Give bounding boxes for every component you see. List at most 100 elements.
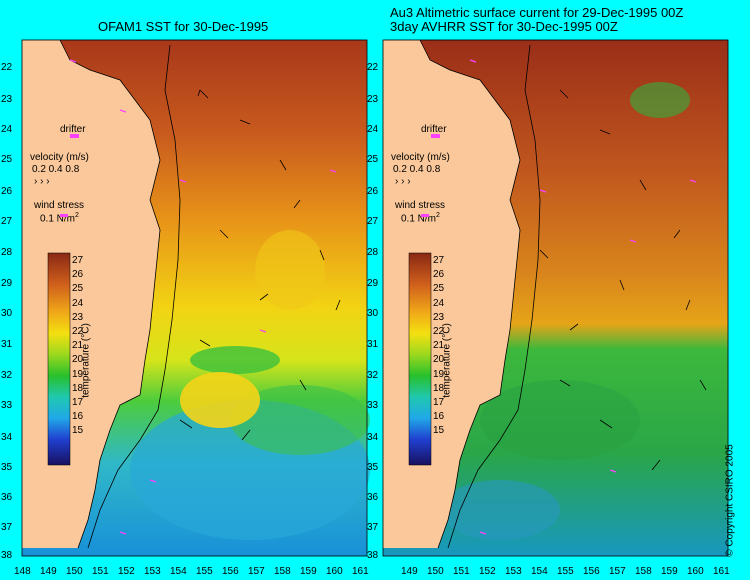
colorbar-tick: 25 (433, 283, 445, 295)
colorbar-tick: 21 (433, 340, 445, 352)
colorbar-tick: 16 (433, 411, 445, 423)
colorbar-tick: 18 (72, 382, 84, 394)
lat-tick: 26 (367, 186, 379, 197)
lon-tick: 161 (713, 566, 730, 577)
lon-tick: 155 (196, 566, 213, 577)
wind-value-sup: 2 (75, 212, 79, 219)
lat-tick: 31 (1, 339, 13, 350)
wind-stress-arrows (69, 59, 697, 535)
lon-tick: 158 (274, 566, 291, 577)
lon-tick: 160 (326, 566, 343, 577)
velocity-label: velocity (m/s) (30, 152, 89, 163)
lon-tick: 152 (479, 566, 496, 577)
lon-tick: 157 (248, 566, 265, 577)
colorbar-tick: 20 (72, 354, 84, 366)
lat-tick: 29 (367, 278, 379, 289)
lat-tick: 29 (1, 278, 13, 289)
wind-value: 0.1 N/m2 (401, 212, 440, 224)
lon-tick: 150 (427, 566, 444, 577)
lat-tick: 33 (1, 400, 13, 411)
lon-tick: 157 (609, 566, 626, 577)
lon-tick: 156 (583, 566, 600, 577)
velocity-arrows-icon: › › › (395, 176, 411, 187)
left-colorbar (47, 252, 71, 466)
lon-tick: 149 (401, 566, 418, 577)
lat-tick: 35 (367, 462, 379, 473)
wind-value: 0.1 N/m2 (40, 212, 79, 224)
lon-tick: 152 (118, 566, 135, 577)
lon-tick: 160 (687, 566, 704, 577)
lat-tick: 37 (367, 522, 379, 533)
right-colorbar (408, 252, 432, 466)
colorbar-ticks: 27 26 25 24 23 22 21 20 19 18 17 16 15 (72, 254, 83, 439)
lat-tick: 28 (367, 247, 379, 258)
lat-tick: 32 (1, 370, 13, 381)
colorbar-tick: 21 (72, 340, 84, 352)
colorbar-tick: 15 (72, 425, 84, 437)
lat-tick: 24 (1, 124, 13, 135)
lon-tick: 148 (14, 566, 31, 577)
colorbar-tick: 23 (433, 311, 445, 323)
colorbar-tick: 24 (433, 297, 445, 309)
lat-tick: 36 (367, 492, 379, 503)
lat-tick: 23 (367, 94, 379, 105)
lon-tick: 159 (661, 566, 678, 577)
velocity-values: 0.2 0.4 0.8 (393, 164, 441, 175)
right-panel-title-line2: 3day AVHRR SST for 30-Dec-1995 00Z (390, 19, 618, 34)
lon-tick: 153 (505, 566, 522, 577)
colorbar-tick: 17 (433, 397, 445, 409)
lat-tick: 25 (1, 154, 13, 165)
lon-tick: 159 (300, 566, 317, 577)
colorbar-tick: 22 (433, 326, 445, 338)
lat-tick: 22 (367, 62, 379, 73)
drifter-label: drifter (421, 124, 447, 135)
lon-tick: 154 (531, 566, 548, 577)
lon-tick: 149 (40, 566, 57, 577)
velocity-values: 0.2 0.4 0.8 (32, 164, 80, 175)
lon-tick: 156 (222, 566, 239, 577)
lat-tick: 30 (367, 308, 379, 319)
lon-tick: 154 (170, 566, 187, 577)
wind-label: wind stress (395, 200, 446, 211)
lat-tick: 27 (1, 216, 13, 227)
lat-tick: 34 (367, 432, 379, 443)
lon-tick: 153 (144, 566, 161, 577)
lat-tick: 31 (367, 339, 379, 350)
colorbar-tick: 20 (433, 354, 445, 366)
lat-tick: 34 (1, 432, 13, 443)
lon-tick: 161 (352, 566, 369, 577)
left-panel-title: OFAM1 SST for 30-Dec-1995 (98, 19, 269, 34)
velocity-label: velocity (m/s) (391, 152, 450, 163)
colorbar-tick: 19 (433, 368, 445, 380)
lat-tick: 23 (1, 94, 13, 105)
lat-tick: 33 (367, 400, 379, 411)
colorbar-tick: 17 (72, 397, 84, 409)
wind-value-text: 0.1 N/m (40, 213, 76, 225)
colorbar-ticks: 27 26 25 24 23 22 21 20 19 18 17 16 15 (433, 254, 444, 439)
lat-tick: 35 (1, 462, 13, 473)
colorbar-tick: 16 (72, 411, 84, 423)
lon-tick: 151 (92, 566, 109, 577)
drifter-icon (70, 134, 79, 138)
wind-value-text: 0.1 N/m (401, 213, 437, 225)
velocity-arrows-icon: › › › (34, 176, 50, 187)
colorbar-tick: 22 (72, 326, 84, 338)
drifter-icon (431, 134, 440, 138)
lat-tick: 25 (367, 154, 379, 165)
lat-tick: 37 (1, 522, 13, 533)
colorbar-tick: 27 (72, 255, 84, 266)
lat-tick: 32 (367, 370, 379, 381)
colorbar-tick: 19 (72, 368, 84, 380)
colorbar-tick: 15 (433, 425, 445, 437)
copyright-text: © Copyright CSIRO 2005 (724, 444, 736, 557)
lon-tick: 151 (453, 566, 470, 577)
colorbar-tick: 23 (72, 311, 84, 323)
wind-icon (421, 214, 429, 217)
colorbar-tick: 27 (433, 255, 445, 266)
wind-label: wind stress (34, 200, 85, 211)
lat-tick: 38 (1, 550, 13, 561)
lat-tick: 30 (1, 308, 13, 319)
colorbar-tick: 26 (433, 269, 445, 281)
lat-tick: 36 (1, 492, 13, 503)
